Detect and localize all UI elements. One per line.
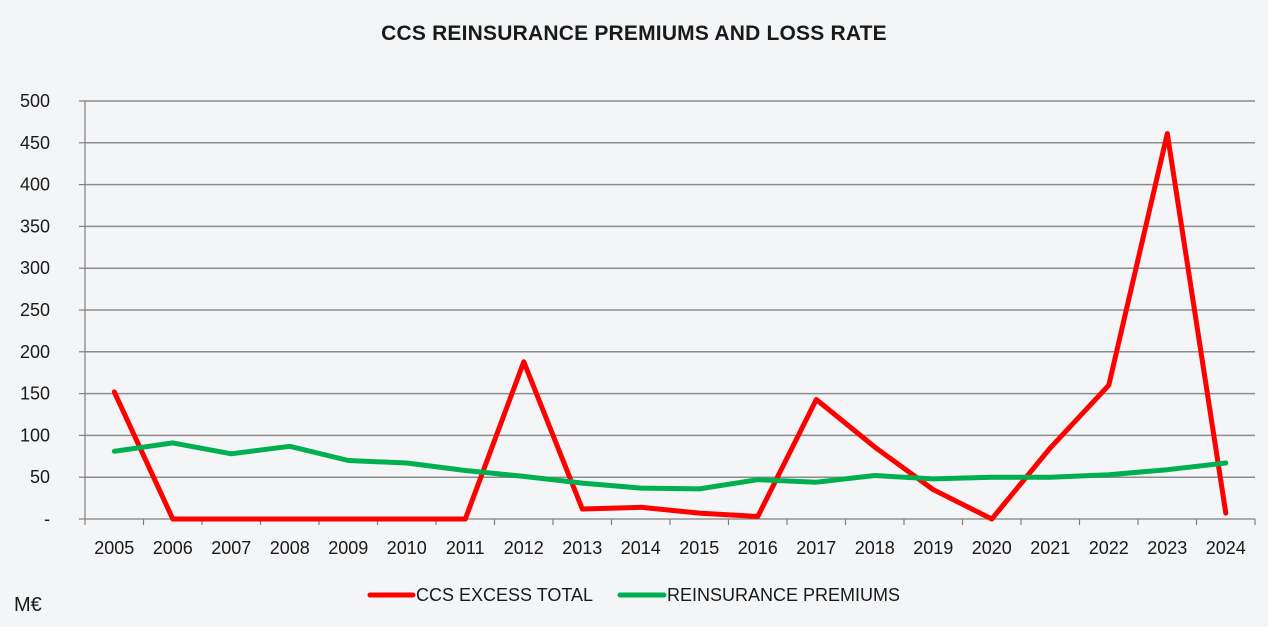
series-lines (111, 131, 1229, 522)
x-tick-label: 2005 (94, 538, 134, 558)
x-tick-label: 2022 (1089, 538, 1129, 558)
y-tick-label: 200 (20, 342, 50, 362)
axes (79, 100, 1256, 525)
y-tick-label: 300 (20, 258, 50, 278)
y-tick-label: 50 (30, 467, 50, 487)
x-tick-label: 2007 (211, 538, 251, 558)
legend: CCS EXCESS TOTAL REINSURANCE PREMIUMS (367, 585, 900, 605)
x-tick-label: 2019 (913, 538, 953, 558)
legend-label: REINSURANCE PREMIUMS (667, 585, 900, 605)
x-tick-label: 2016 (738, 538, 778, 558)
chart-title: CCS REINSURANCE PREMIUMS AND LOSS RATE (381, 22, 887, 45)
x-tick-label: 2024 (1206, 538, 1246, 558)
y-tick-label: 400 (20, 175, 50, 195)
y-tick-label: 250 (20, 300, 50, 320)
y-axis-tick-labels: - 50 100 150 200 250 300 350 400 450 500 (20, 91, 50, 529)
x-tick-label: 2006 (153, 538, 193, 558)
series-line-ccs-excess-total (111, 131, 1229, 522)
series-line-reinsurance-premiums (111, 440, 1229, 492)
x-tick-label: 2013 (562, 538, 602, 558)
x-tick-label: 2021 (1030, 538, 1070, 558)
legend-label: CCS EXCESS TOTAL (416, 585, 593, 605)
x-tick-label: 2017 (796, 538, 836, 558)
x-tick-label: 2012 (504, 538, 544, 558)
y-tick-label: 100 (20, 425, 50, 445)
x-tick-label: 2010 (387, 538, 427, 558)
x-tick-label: 2023 (1147, 538, 1187, 558)
x-tick-label: 2020 (972, 538, 1012, 558)
x-axis-tick-labels: 2005 2006 2007 2008 2009 2010 2011 2012 2013 2014… (94, 538, 1246, 558)
x-tick-label: 2015 (679, 538, 719, 558)
x-tick-label: 2011 (446, 538, 485, 558)
x-tick-label: 2018 (855, 538, 895, 558)
x-tick-label: 2009 (328, 538, 368, 558)
y-tick-label: 350 (20, 216, 50, 236)
y-tick-label: 450 (20, 133, 50, 153)
x-tick-label: 2008 (270, 538, 310, 558)
y-tick-label: 150 (20, 384, 50, 404)
y-tick-label: 500 (20, 91, 50, 111)
x-tick-label: 2014 (621, 538, 661, 558)
y-tick-label: - (44, 509, 50, 529)
unit-label: M€ (14, 594, 42, 616)
gridlines (85, 100, 1255, 478)
